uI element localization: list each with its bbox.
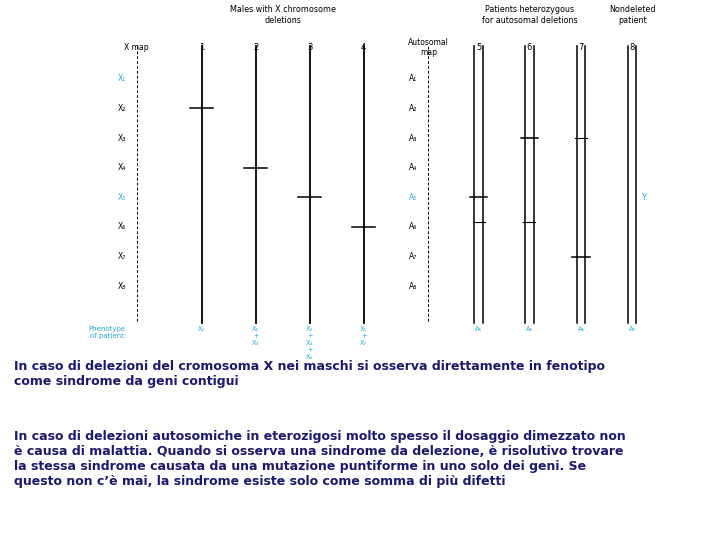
Text: A₆: A₆ — [577, 326, 585, 333]
Text: 7: 7 — [578, 43, 584, 52]
Text: Males with X chromosome
deletions: Males with X chromosome deletions — [230, 5, 336, 25]
Text: Nondeleted
patient: Nondeleted patient — [609, 5, 655, 25]
Text: A₅: A₅ — [629, 326, 636, 333]
Text: A₅: A₅ — [409, 193, 418, 202]
Text: X₃: X₃ — [117, 133, 126, 143]
Text: A₆: A₆ — [409, 222, 418, 232]
Text: A₄: A₄ — [410, 163, 418, 172]
Text: A₂: A₂ — [409, 104, 418, 113]
Text: 2: 2 — [253, 43, 258, 52]
Text: 4: 4 — [361, 43, 366, 52]
Text: Patients heterozygous
for autosomal deletions: Patients heterozygous for autosomal dele… — [482, 5, 577, 25]
Text: X₄: X₄ — [118, 163, 126, 172]
Text: X₈: X₈ — [117, 282, 126, 291]
Text: X₁: X₁ — [118, 75, 126, 83]
Text: X₂
+
X₃
+
X₄: X₂ + X₃ + X₄ — [306, 326, 313, 360]
Text: Autosomal
map: Autosomal map — [408, 38, 449, 57]
Text: 3: 3 — [307, 43, 312, 52]
Text: A₃: A₃ — [409, 133, 418, 143]
Text: 6: 6 — [526, 43, 532, 52]
Text: X₅: X₅ — [117, 193, 126, 202]
Text: X₇: X₇ — [118, 252, 126, 261]
Text: In caso di delezioni autosomiche in eterozigosi molto spesso il dosaggio dimezza: In caso di delezioni autosomiche in eter… — [14, 430, 626, 488]
Text: X₂: X₂ — [198, 326, 205, 333]
Text: 5: 5 — [476, 43, 482, 52]
Text: 1: 1 — [199, 43, 204, 52]
Text: A₁: A₁ — [410, 75, 418, 83]
Text: A₈: A₈ — [409, 282, 418, 291]
Text: A₅: A₅ — [475, 326, 482, 333]
Text: X₆: X₆ — [117, 222, 126, 232]
Text: A₇: A₇ — [410, 252, 418, 261]
Text: X map: X map — [125, 43, 149, 52]
Text: Y: Y — [641, 193, 646, 202]
Text: 8: 8 — [629, 43, 635, 52]
Text: A₆: A₆ — [526, 326, 533, 333]
Text: X₂
+
X₃: X₂ + X₃ — [252, 326, 259, 347]
Text: X₅
+
X₇: X₅ + X₇ — [360, 326, 367, 347]
Text: Phenotype
of patient:: Phenotype of patient: — [89, 326, 126, 340]
Text: In caso di delezioni del cromosoma X nei maschi si osserva direttamente in fenot: In caso di delezioni del cromosoma X nei… — [14, 361, 606, 388]
Text: X₂: X₂ — [117, 104, 126, 113]
